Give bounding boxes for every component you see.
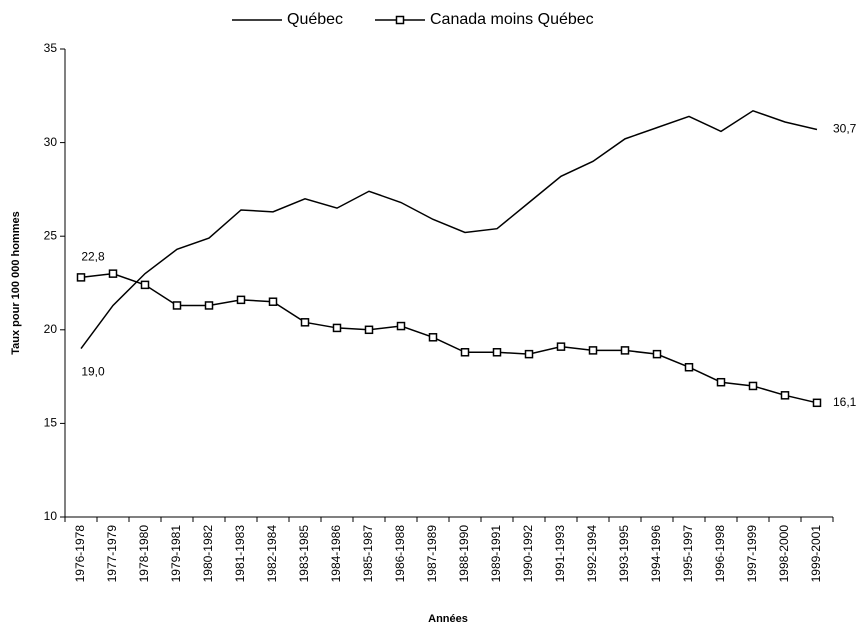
x-tick-label: 1994-1996 (649, 525, 663, 583)
x-tick-label: 1977-1979 (105, 525, 119, 583)
x-tick-label: 1993-1995 (617, 525, 631, 583)
series-line (80, 109, 818, 349)
x-tick-label: 1989-1991 (489, 525, 503, 583)
x-tick-label: 1992-1994 (585, 525, 599, 583)
x-tick-label: 1990-1992 (521, 525, 535, 583)
data-point (620, 346, 630, 355)
x-tick-label: 1987-1989 (425, 525, 439, 583)
x-axis-title: Années (428, 613, 468, 625)
x-tick-label: 1982-1984 (265, 525, 279, 583)
x-tick-label: 1983-1985 (297, 525, 311, 583)
x-tick-label: 1999-2001 (809, 525, 823, 583)
x-tick-label: 1995-1997 (681, 525, 695, 583)
data-label: 16,1 (833, 395, 856, 409)
data-point (364, 325, 374, 335)
y-tick-label: 10 (44, 509, 58, 523)
data-point (460, 348, 470, 357)
data-point (396, 321, 406, 331)
x-tick-label: 1986-1988 (393, 525, 407, 583)
data-point (812, 398, 822, 408)
data-point (588, 346, 598, 355)
data-point (556, 342, 566, 351)
data-point (524, 349, 534, 359)
x-tick-label: 1980-1982 (201, 525, 215, 583)
data-point (428, 333, 438, 342)
x-tick-label: 1978-1980 (137, 525, 151, 583)
x-tick-label: 1998-2000 (777, 525, 791, 583)
data-point (332, 323, 342, 333)
data-point (300, 318, 310, 327)
legend-marker (395, 15, 405, 25)
data-label: 30,7 (833, 122, 856, 136)
data-point (236, 295, 246, 305)
data-point (140, 280, 150, 290)
x-tick-label: 1991-1993 (553, 525, 567, 583)
y-tick-label: 25 (44, 228, 58, 242)
data-point (716, 377, 726, 387)
data-point (76, 273, 86, 282)
data-point (748, 381, 758, 391)
data-point (780, 391, 790, 400)
data-point (268, 297, 278, 306)
y-tick-label: 30 (44, 135, 58, 149)
data-label: 19,0 (81, 365, 105, 379)
legend-label: Canada moins Québec (430, 11, 594, 28)
x-tick-label: 1981-1983 (233, 525, 247, 583)
data-point (684, 362, 694, 372)
data-point (652, 349, 662, 359)
data-point (204, 301, 214, 310)
x-tick-label: 1996-1998 (713, 525, 727, 583)
y-tick-label: 35 (44, 41, 58, 55)
y-axis-title: Taux pour 100 000 hommes (10, 211, 22, 354)
data-point (172, 301, 182, 310)
x-tick-label: 1984-1986 (329, 525, 343, 583)
data-point (492, 348, 502, 357)
x-tick-label: 1976-1978 (73, 525, 87, 583)
y-tick-label: 20 (44, 322, 58, 336)
x-tick-label: 1988-1990 (457, 525, 471, 583)
x-tick-label: 1985-1987 (361, 525, 375, 583)
y-tick-label: 15 (44, 416, 58, 430)
x-tick-label: 1979-1981 (169, 525, 183, 583)
data-point (108, 269, 118, 278)
x-tick-label: 1997-1999 (745, 525, 759, 583)
legend-label: Québec (287, 11, 343, 28)
data-label: 22,8 (81, 250, 105, 264)
series-line (80, 272, 818, 404)
